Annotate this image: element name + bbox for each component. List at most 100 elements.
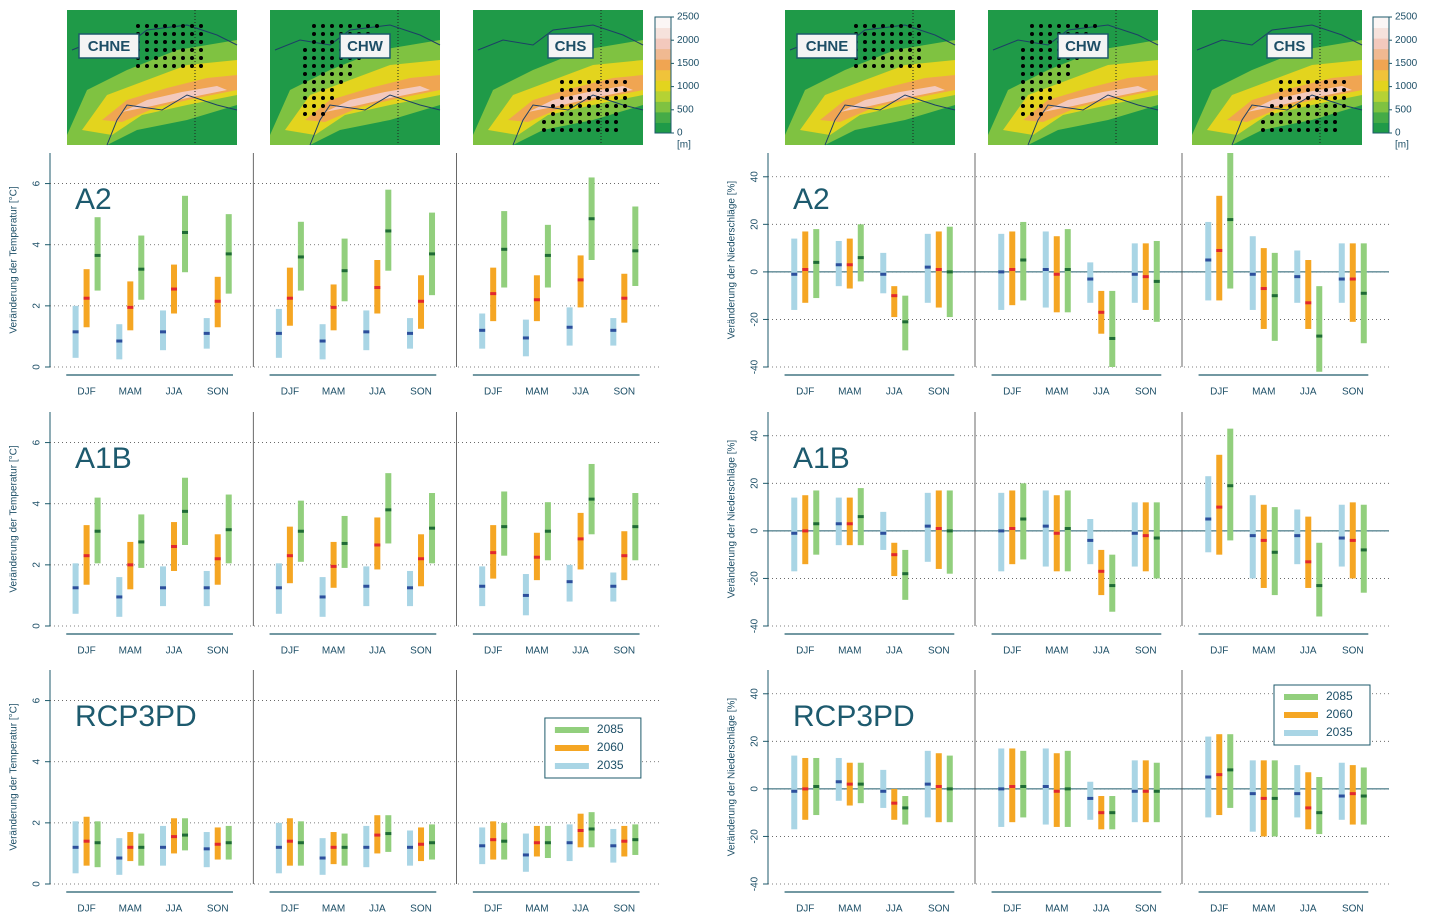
- median-mark: [1020, 259, 1026, 262]
- x-tick-label: DJF: [796, 387, 814, 398]
- grid-point: [578, 120, 582, 124]
- median-mark: [610, 329, 616, 332]
- grid-point: [1039, 32, 1043, 36]
- grid-point: [578, 104, 582, 108]
- grid-point: [1057, 64, 1061, 68]
- median-mark: [116, 595, 122, 598]
- grid-point: [614, 120, 618, 124]
- median-mark: [523, 853, 529, 856]
- grid-point: [917, 24, 921, 28]
- y-tick-label: 40: [750, 171, 761, 183]
- median-mark: [1109, 584, 1115, 587]
- region-map: CHS: [1192, 10, 1362, 145]
- grid-point: [872, 56, 876, 60]
- median-mark: [998, 529, 1004, 532]
- range-bar: [1339, 763, 1345, 820]
- grid-point: [899, 56, 903, 60]
- x-tick-label: SON: [1135, 387, 1157, 398]
- median-mark: [1132, 532, 1138, 535]
- grid-point: [551, 112, 555, 116]
- median-mark: [407, 586, 413, 589]
- median-mark: [802, 268, 808, 271]
- grid-point: [145, 32, 149, 36]
- median-mark: [1316, 811, 1322, 814]
- colorbar-cell: [655, 101, 671, 112]
- x-tick-label: DJF: [281, 904, 299, 915]
- median-mark: [836, 522, 842, 525]
- median-mark: [936, 527, 942, 530]
- median-mark: [632, 838, 638, 841]
- median-mark: [1216, 773, 1222, 776]
- x-tick-label: DJF: [1210, 646, 1228, 657]
- median-mark: [479, 329, 485, 332]
- range-bar: [160, 826, 166, 866]
- colorbar-cell: [1373, 28, 1389, 39]
- grid-point: [190, 40, 194, 44]
- range-bar: [1350, 243, 1356, 321]
- grid-point: [172, 24, 176, 28]
- y-tick-label: 2: [32, 820, 43, 826]
- grid-point: [863, 56, 867, 60]
- legend-swatch: [1284, 694, 1318, 700]
- legend-swatch: [555, 745, 589, 751]
- median-mark: [342, 269, 348, 272]
- grid-point: [881, 24, 885, 28]
- grid-point: [145, 56, 149, 60]
- grid-point: [560, 88, 564, 92]
- grid-point: [1021, 56, 1025, 60]
- grid-point: [1057, 80, 1061, 84]
- x-tick-label: JJA: [1300, 904, 1317, 915]
- median-mark: [1098, 570, 1104, 573]
- x-tick-label: JJA: [369, 387, 386, 398]
- grid-point: [1030, 96, 1034, 100]
- x-tick-label: JJA: [572, 387, 589, 398]
- median-mark: [1216, 249, 1222, 252]
- median-mark: [418, 843, 424, 846]
- median-mark: [1205, 259, 1211, 262]
- y-axis-label: Veränderung der Temperatur [°C]: [9, 703, 20, 850]
- grid-point: [321, 112, 325, 116]
- median-mark: [385, 508, 391, 511]
- grid-point: [881, 48, 885, 52]
- grid-point: [1279, 120, 1283, 124]
- grid-point: [908, 32, 912, 36]
- grid-point: [1030, 56, 1034, 60]
- grid-point: [605, 112, 609, 116]
- grid-point: [190, 32, 194, 36]
- median-mark: [880, 532, 886, 535]
- colorbar-cell: [655, 59, 671, 70]
- median-mark: [331, 846, 337, 849]
- grid-point: [181, 24, 185, 28]
- grid-point: [1261, 120, 1265, 124]
- range-bar: [1305, 772, 1311, 829]
- grid-point: [1297, 80, 1301, 84]
- median-mark: [858, 515, 864, 518]
- region-map: CHNE: [67, 10, 237, 145]
- median-mark: [545, 530, 551, 533]
- y-tick-label: 6: [32, 439, 43, 445]
- legend-swatch: [1284, 730, 1318, 736]
- colorbar-tick-label: 1500: [677, 58, 700, 69]
- median-mark: [95, 254, 101, 257]
- y-tick-label: 20: [750, 218, 761, 230]
- scenario-label: RCP3PD: [75, 700, 197, 733]
- median-mark: [1043, 268, 1049, 271]
- grid-point: [623, 88, 627, 92]
- grid-point: [172, 48, 176, 52]
- grid-point: [560, 96, 564, 100]
- median-mark: [320, 857, 326, 860]
- range-bar: [578, 255, 584, 307]
- grid-point: [908, 24, 912, 28]
- median-mark: [342, 542, 348, 545]
- grid-point: [1306, 96, 1310, 100]
- x-tick-label: MAM: [1045, 646, 1068, 657]
- grid-point: [1279, 128, 1283, 132]
- median-mark: [84, 297, 90, 300]
- grid-point: [163, 64, 167, 68]
- range-bar: [320, 838, 326, 875]
- grid-point: [596, 80, 600, 84]
- grid-point: [1324, 88, 1328, 92]
- grid-point: [190, 64, 194, 68]
- range-bar: [567, 565, 573, 602]
- grid-point: [321, 104, 325, 108]
